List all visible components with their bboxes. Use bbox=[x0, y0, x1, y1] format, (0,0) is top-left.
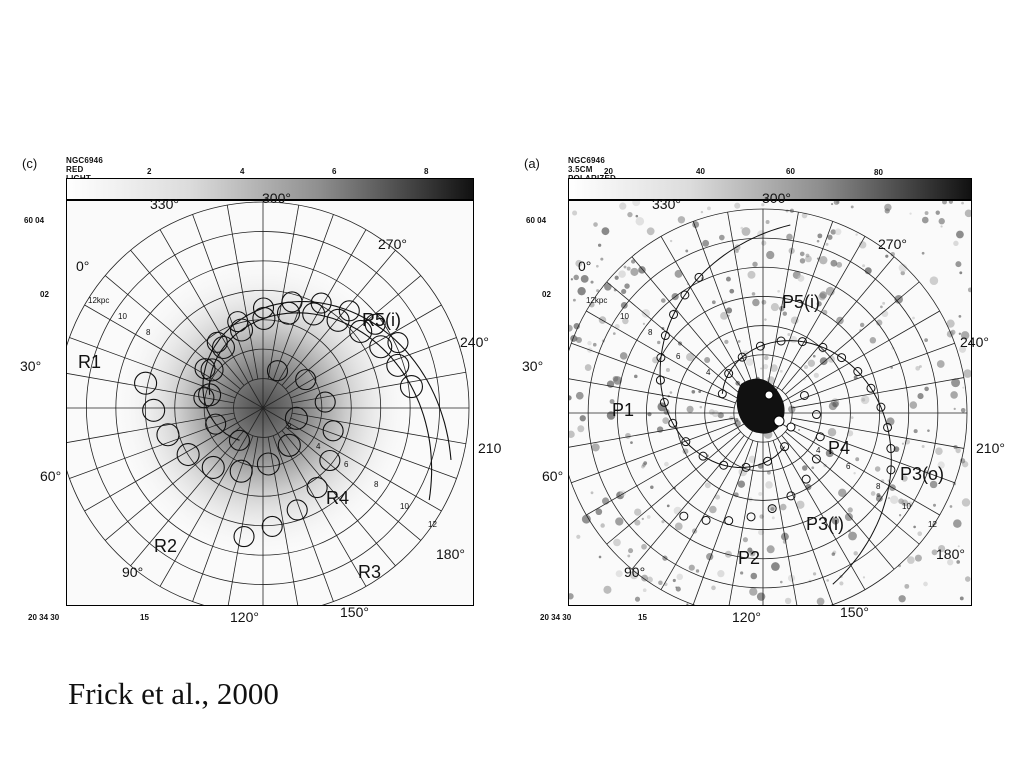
angle-180: 180° bbox=[436, 546, 465, 562]
radius-label: 6 bbox=[846, 462, 851, 471]
radius-label: 4 bbox=[316, 442, 321, 451]
radius-label: 12 bbox=[928, 520, 937, 529]
angle-210: 210 bbox=[478, 440, 502, 456]
arm-label-p5: P5(i) bbox=[782, 292, 821, 312]
radius-label: 10 bbox=[400, 502, 409, 511]
arm-label-p4: P4 bbox=[828, 438, 851, 458]
colorbar-tick: 60 bbox=[786, 167, 795, 176]
angle-30: 30° bbox=[522, 358, 544, 374]
angle-210: 210° bbox=[976, 440, 1005, 456]
image-frame bbox=[568, 200, 972, 606]
colorbar bbox=[568, 178, 972, 200]
angle-120: 120° bbox=[732, 609, 761, 625]
dec-label: 02 bbox=[542, 290, 551, 299]
angle-60: 60° bbox=[542, 468, 564, 484]
panel-letter: (c) bbox=[22, 156, 38, 171]
angle-120: 120° bbox=[230, 609, 259, 625]
radius-label: 8 bbox=[876, 482, 881, 491]
citation-caption: Frick et al., 2000 bbox=[68, 676, 279, 711]
angle-240: 240° bbox=[960, 334, 989, 350]
radius-label: 12 bbox=[428, 520, 437, 529]
radius-label: 2 bbox=[287, 422, 292, 431]
angle-30: 30° bbox=[20, 358, 42, 374]
angle-180: 180° bbox=[936, 546, 965, 562]
polar-grid-overlay bbox=[67, 201, 470, 605]
arm-label-p2: P2 bbox=[738, 548, 761, 568]
polar-grid-overlay bbox=[569, 201, 971, 605]
dec-label: 60 04 bbox=[526, 216, 547, 225]
angle-270: 270° bbox=[378, 236, 407, 252]
arm-label-r2: R2 bbox=[154, 536, 178, 556]
arm-label-r4: R4 bbox=[326, 488, 350, 508]
radius-label: 8 bbox=[374, 480, 379, 489]
angle-0: 0° bbox=[578, 258, 592, 274]
radius-label: 10 bbox=[118, 312, 127, 321]
radius-label: 10 bbox=[620, 312, 629, 321]
angle-330: 330° bbox=[652, 196, 681, 212]
ra-label: 20 34 30 bbox=[540, 613, 572, 622]
arm-label-p3o: P3(o) bbox=[900, 464, 945, 484]
scale-label: 12kpc bbox=[88, 296, 110, 305]
colorbar-tick: 2 bbox=[147, 167, 152, 176]
arm-label-r1: R1 bbox=[78, 352, 102, 372]
colorbar-tick: 6 bbox=[332, 167, 337, 176]
colorbar-tick: 20 bbox=[604, 167, 613, 176]
angle-90: 90° bbox=[122, 564, 144, 580]
dec-label: 60 04 bbox=[24, 216, 45, 225]
arm-label-r3: R3 bbox=[358, 562, 382, 582]
arm-label-p1: P1 bbox=[612, 400, 635, 420]
angle-60: 60° bbox=[40, 468, 62, 484]
angle-300: 300° bbox=[762, 190, 791, 206]
radius-label: 8 bbox=[648, 328, 653, 337]
ra-label: 15 bbox=[638, 613, 647, 622]
radius-label: 4 bbox=[706, 368, 711, 377]
angle-90: 90° bbox=[624, 564, 646, 580]
angle-300: 300° bbox=[262, 190, 291, 206]
angle-240: 240° bbox=[460, 334, 489, 350]
ra-label: 20 34 30 bbox=[28, 613, 60, 622]
angle-330: 330° bbox=[150, 196, 179, 212]
radius-label: 4 bbox=[816, 446, 821, 455]
radius-label: 8 bbox=[146, 328, 151, 337]
radius-label: 10 bbox=[902, 502, 911, 511]
ra-label: 15 bbox=[140, 613, 149, 622]
colorbar-tick: 40 bbox=[696, 167, 705, 176]
angle-270: 270° bbox=[878, 236, 907, 252]
angle-150: 150° bbox=[340, 604, 369, 620]
angle-0: 0° bbox=[76, 258, 90, 274]
arm-label-r5: R5(i) bbox=[362, 310, 401, 330]
arm-label-p3i: P3(i) bbox=[806, 514, 845, 534]
dec-label: 02 bbox=[40, 290, 49, 299]
colorbar-tick: 4 bbox=[240, 167, 245, 176]
colorbar-tick: 8 bbox=[424, 167, 429, 176]
colorbar bbox=[66, 178, 474, 200]
image-frame bbox=[66, 200, 474, 606]
scale-label: 12kpc bbox=[586, 296, 608, 305]
angle-150: 150° bbox=[840, 604, 869, 620]
panel-letter: (a) bbox=[524, 156, 540, 171]
radius-label: 6 bbox=[344, 460, 349, 469]
radius-label: 6 bbox=[676, 352, 681, 361]
